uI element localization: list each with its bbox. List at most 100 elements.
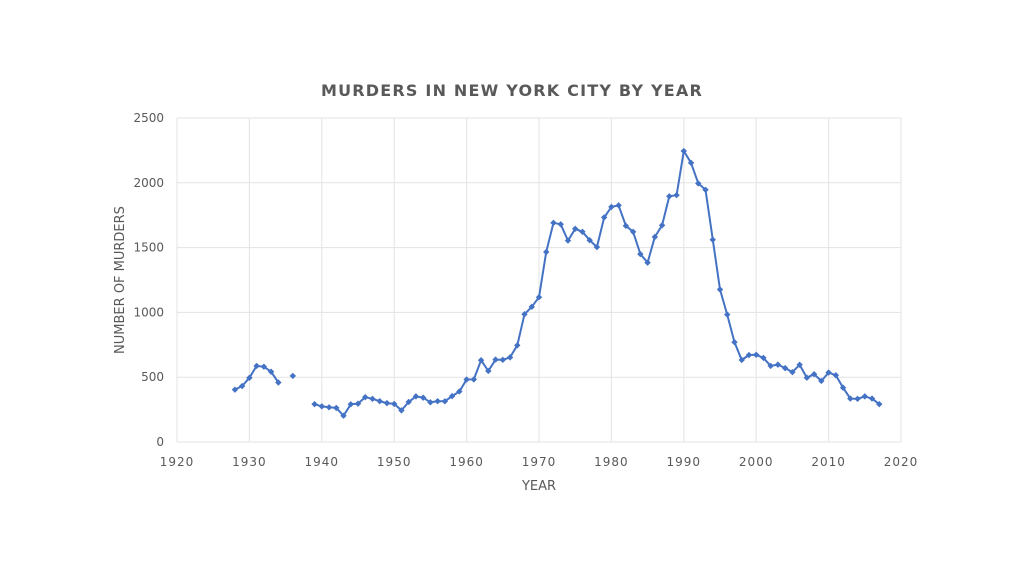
data-point	[709, 236, 716, 243]
data-point	[434, 397, 441, 405]
data-point	[593, 243, 601, 251]
data-point	[260, 363, 268, 370]
data-point	[673, 191, 680, 199]
data-point	[246, 374, 253, 382]
data-point	[803, 374, 811, 381]
data-point	[347, 401, 354, 408]
data-point	[658, 222, 666, 229]
data-point	[600, 214, 608, 221]
data-point	[695, 180, 702, 187]
data-point	[470, 376, 478, 383]
series-line	[314, 150, 880, 417]
data-point	[456, 388, 463, 395]
data-point	[376, 397, 383, 405]
data-point	[796, 361, 803, 368]
data-point	[608, 203, 615, 211]
x-tick-label: 1990	[667, 455, 702, 469]
data-point	[369, 395, 376, 403]
data-point	[629, 228, 637, 235]
x-tick-label: 1980	[594, 455, 629, 469]
x-tick-label: 1930	[232, 455, 267, 469]
data-point	[745, 351, 753, 359]
data-point	[427, 399, 434, 406]
data-point	[774, 361, 782, 368]
data-point	[499, 356, 506, 364]
data-point	[644, 259, 651, 266]
data-point	[818, 377, 825, 385]
data-point	[680, 147, 687, 155]
data-point	[550, 219, 557, 227]
data-point	[391, 400, 398, 408]
x-tick-label: 1970	[522, 455, 557, 469]
data-point	[398, 407, 405, 414]
data-point	[362, 393, 369, 401]
data-point	[412, 393, 420, 400]
data-point	[810, 371, 818, 378]
data-point	[463, 376, 470, 383]
data-point	[289, 372, 297, 380]
data-point	[738, 356, 745, 364]
x-tick-label: 1920	[160, 455, 195, 469]
data-point	[311, 400, 318, 408]
data-point	[868, 395, 876, 402]
x-tick-label: 2020	[884, 455, 919, 469]
data-point	[781, 364, 789, 372]
y-tick-label: 2500	[133, 111, 164, 125]
data-point	[861, 393, 868, 400]
data-point	[543, 248, 550, 256]
data-point	[789, 368, 796, 376]
data-point	[485, 367, 492, 375]
data-point	[535, 294, 543, 301]
data-point	[318, 403, 325, 410]
data-point	[767, 362, 774, 370]
data-point	[847, 395, 854, 402]
data-point	[839, 384, 847, 391]
data-point	[441, 398, 449, 405]
x-axis-title: YEAR	[521, 479, 556, 494]
data-point	[528, 303, 535, 311]
data-point	[637, 250, 644, 258]
data-point	[731, 339, 738, 346]
data-point	[253, 362, 260, 370]
y-tick-label: 2000	[133, 176, 164, 190]
data-point	[651, 233, 659, 241]
data-point	[521, 311, 528, 318]
data-point	[702, 186, 709, 193]
y-tick-label: 1000	[133, 305, 164, 319]
data-point	[557, 221, 564, 228]
data-point	[760, 354, 767, 362]
data-point	[687, 159, 695, 167]
data-point	[333, 404, 340, 412]
data-point	[876, 400, 883, 408]
tick-labels: 1920 1930 1940 1950 1960 1970 1980 1990 2000 2010…	[133, 111, 919, 469]
data-point	[666, 193, 673, 200]
data-point	[238, 382, 246, 390]
data-point	[419, 394, 427, 401]
x-tick-label: 1950	[377, 455, 412, 469]
data-point	[231, 386, 239, 393]
data-point	[615, 202, 622, 209]
data-point	[832, 372, 840, 379]
data-point	[405, 398, 412, 406]
data-point	[506, 354, 514, 361]
y-tick-label: 1500	[133, 241, 164, 255]
x-tick-label: 1960	[449, 455, 484, 469]
series-murders	[231, 147, 883, 419]
y-axis-title: NUMBER OF MURDERS	[113, 206, 128, 354]
y-tick-label: 0	[156, 435, 164, 449]
grid-lines	[176, 117, 902, 443]
x-tick-label: 2000	[739, 455, 774, 469]
data-point	[716, 286, 724, 293]
data-point	[448, 392, 456, 400]
data-point	[579, 228, 586, 235]
data-point	[825, 369, 832, 376]
data-point	[586, 237, 593, 244]
y-tick-label: 500	[141, 370, 164, 384]
data-point	[275, 379, 282, 386]
data-point	[354, 400, 362, 407]
chart-title: MURDERS IN NEW YORK CITY BY YEAR	[321, 81, 703, 100]
data-point	[267, 368, 275, 375]
data-point	[383, 399, 391, 407]
